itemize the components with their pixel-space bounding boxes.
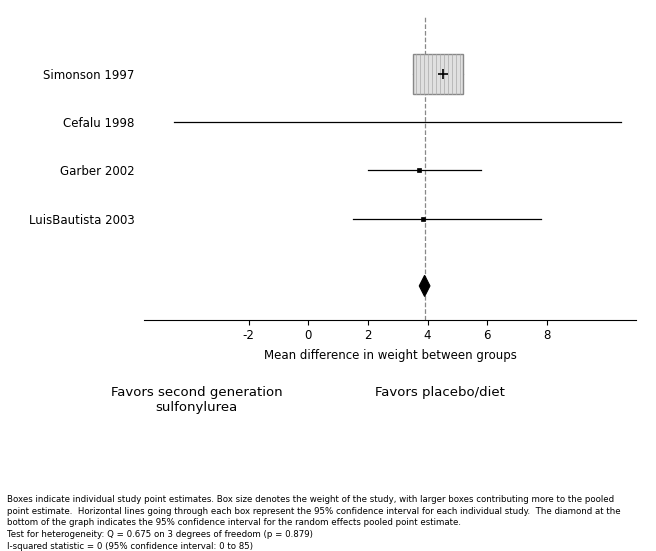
X-axis label: Mean difference in weight between groups: Mean difference in weight between groups <box>264 349 517 362</box>
Text: Boxes indicate individual study point estimates. Box size denotes the weight of : Boxes indicate individual study point es… <box>7 495 620 551</box>
Polygon shape <box>419 276 430 296</box>
Text: Favors second generation
sulfonylurea: Favors second generation sulfonylurea <box>111 386 283 414</box>
Bar <box>413 54 463 94</box>
Text: Favors placebo/diet: Favors placebo/diet <box>375 386 504 399</box>
